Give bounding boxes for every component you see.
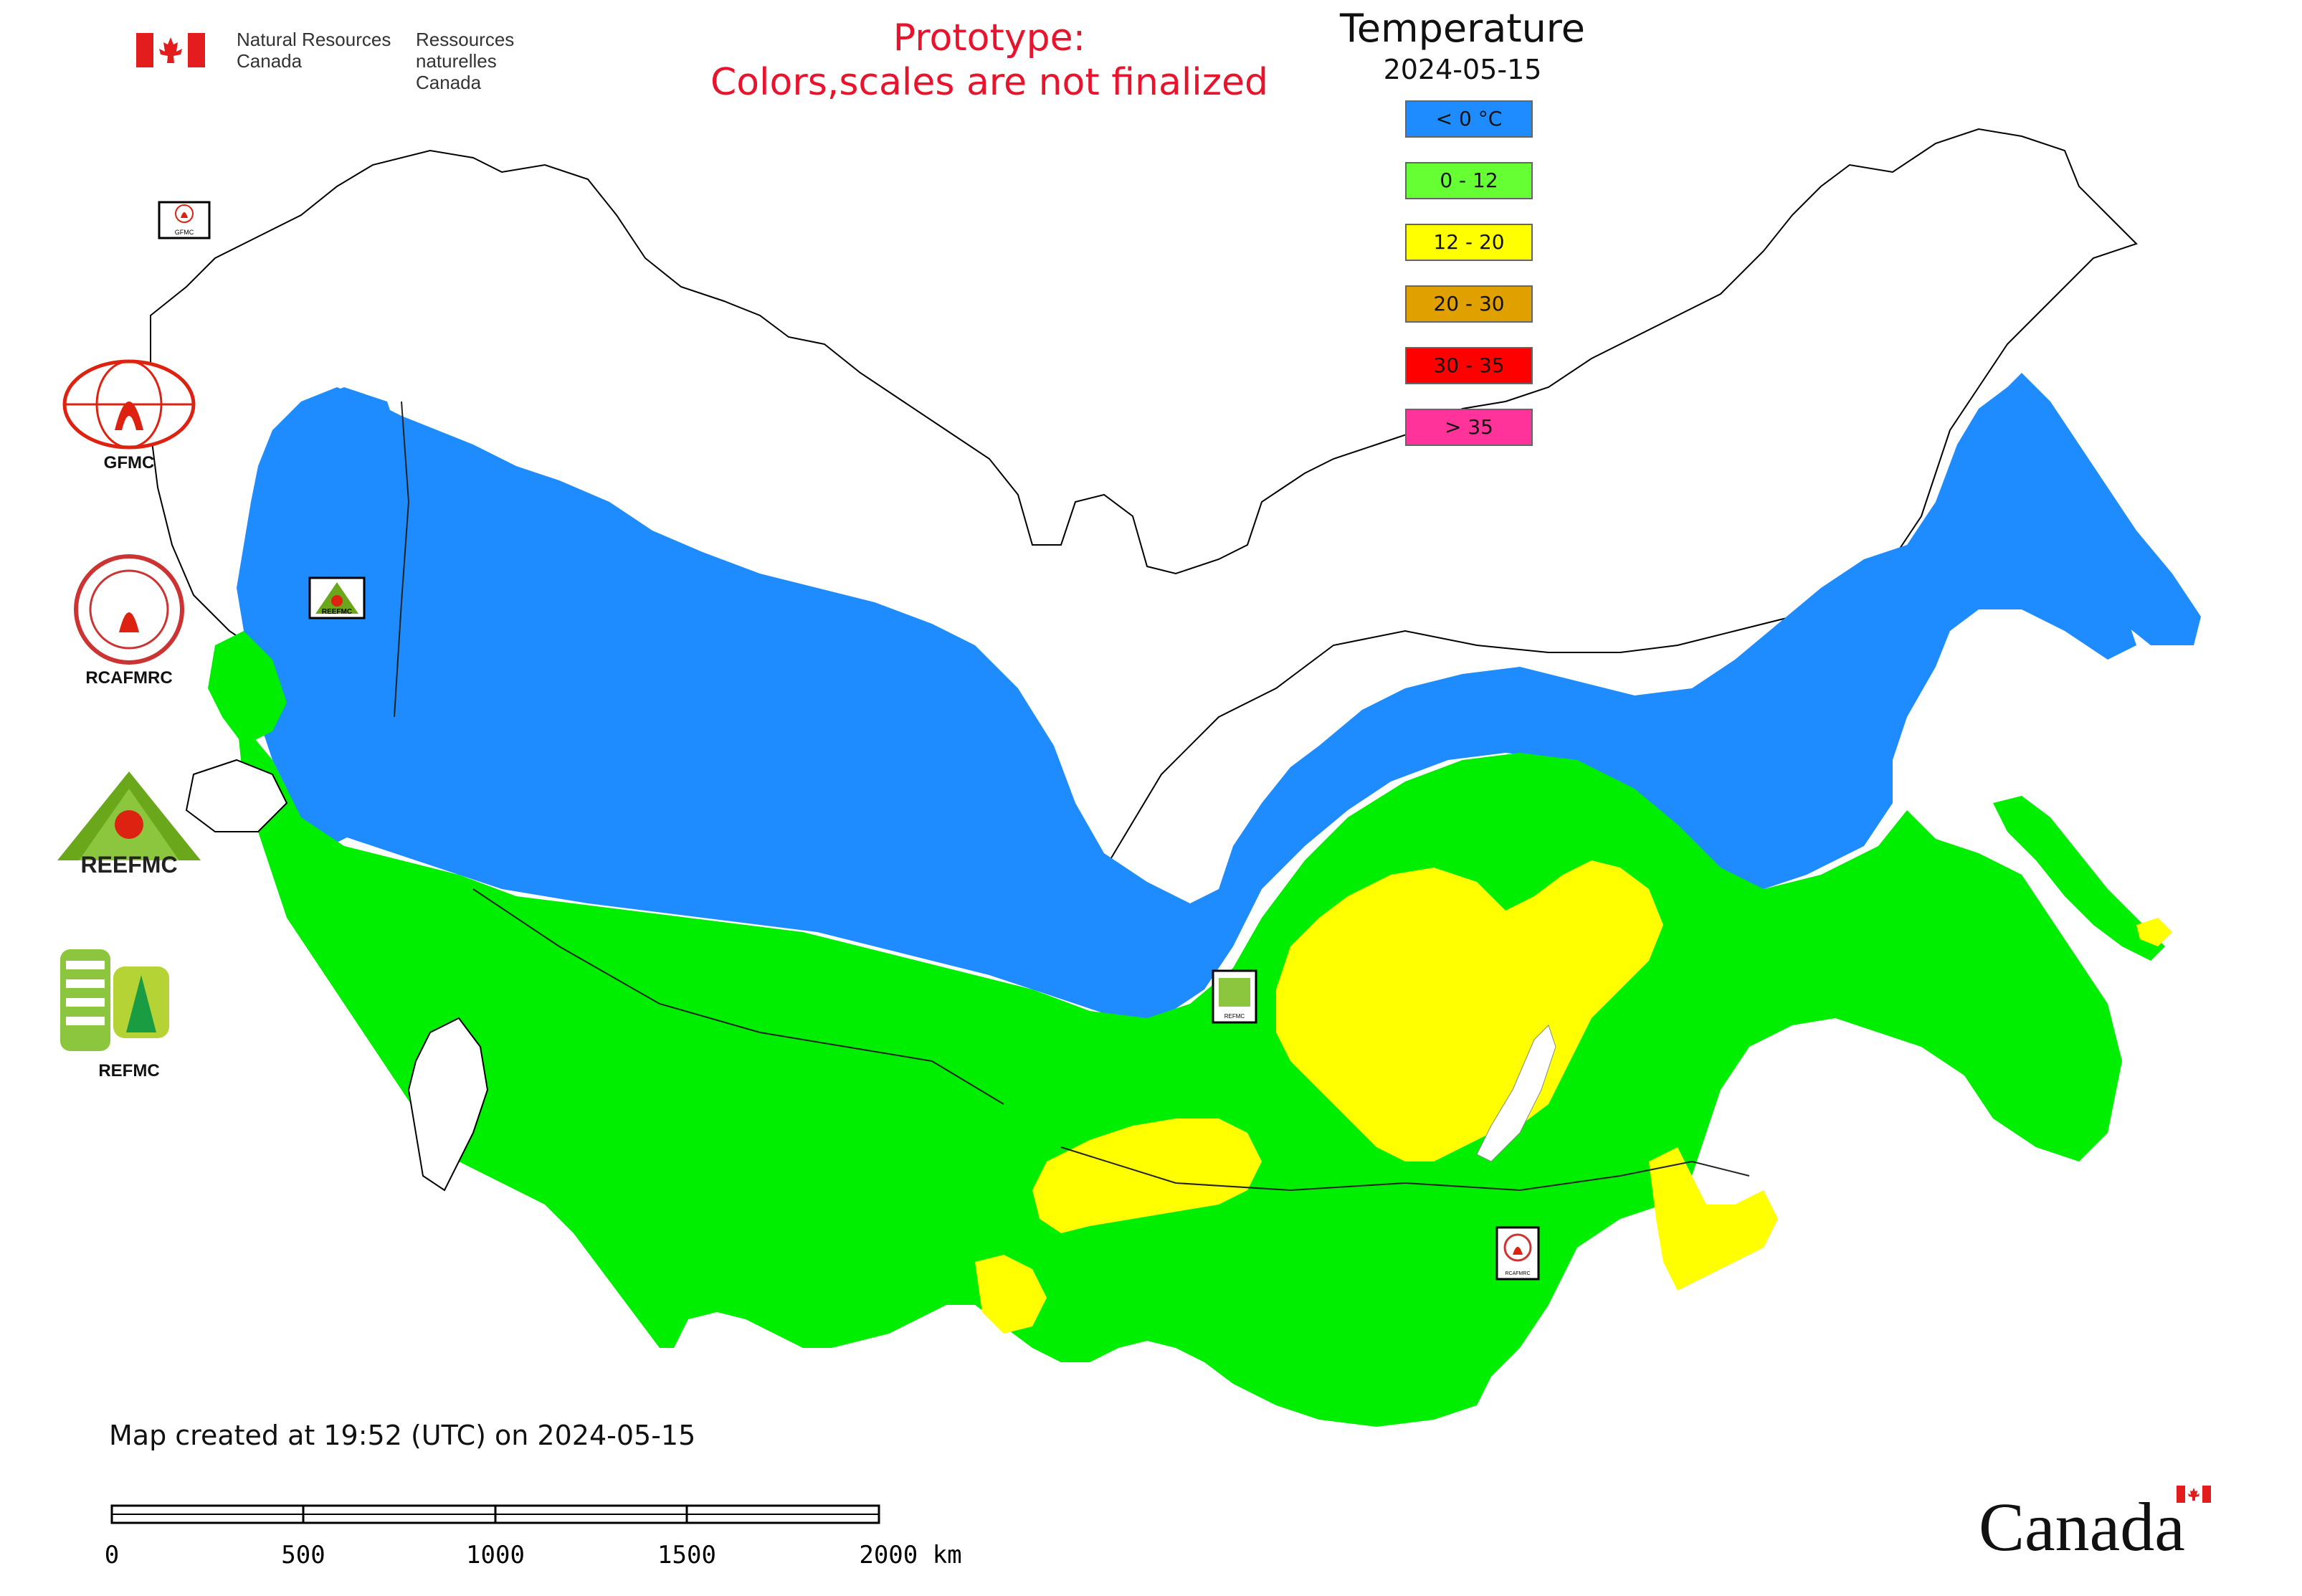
map-logo-rcafmrc: RCAFMRC (1495, 1226, 1540, 1281)
temp-zone-below-zero-kamchatka (1993, 373, 2201, 645)
black-sea (185, 759, 288, 832)
prototype-notice: Prototype: Colors,scales are not finaliz… (631, 16, 1348, 105)
gfmc-globe-icon (62, 359, 196, 450)
canada-flag-icon (136, 33, 205, 67)
legend-items: < 0 °C 0 - 12 12 - 20 20 - 30 30 - 35 > … (1305, 86, 1620, 446)
border-lines (394, 401, 1750, 1192)
map-logo-refmc: REFMC (1212, 969, 1257, 1024)
scale-bar: 0 500 1000 1500 2000 km (105, 1504, 962, 1569)
goc-en-line2: Canada (237, 50, 303, 72)
temp-zone-below-zero (237, 387, 2136, 1018)
prototype-notice-line2: Colors,scales are not finalized (710, 61, 1269, 104)
legend-title: Temperature (1339, 6, 1586, 51)
reefmc-label: REEFMC (80, 852, 178, 878)
map-logo-gfmc-label: GFMC (175, 229, 194, 236)
temp-zone-12-20-caspian (975, 1255, 1047, 1334)
rcafmrc-logo: RCAFMRC (36, 552, 222, 688)
temp-zone-12-20-east (1649, 1147, 1778, 1291)
goc-fr-line2: Canada (416, 72, 482, 93)
gfmc-label: GFMC (103, 453, 155, 472)
scale-tick-500: 500 (281, 1541, 325, 1569)
scale-tick-1000: 1000 (466, 1541, 525, 1569)
scale-tick-2000: 2000 km (859, 1541, 961, 1569)
rcafmrc-label: RCAFMRC (85, 668, 173, 688)
lake-baikal (1476, 1025, 1556, 1162)
goc-signature: Natural Resources Canada Ressources natu… (136, 27, 595, 93)
legend-item-30-35: 30 - 35 (1405, 347, 1533, 384)
map-logo-reefmc-label: REEFMC (322, 608, 352, 616)
prototype-notice-line1: Prototype: (893, 16, 1086, 60)
scale-tick-1500: 1500 (657, 1541, 716, 1569)
caspian-sea (407, 1017, 489, 1192)
legend-item-above-35: > 35 (1405, 409, 1533, 446)
map-logo-rcafmrc-label: RCAFMRC (1506, 1271, 1531, 1276)
goc-english-name: Natural Resources Canada (237, 29, 391, 72)
temp-zone-0-12-kamchatka (1993, 796, 2165, 961)
canada-wordmark: Canada (1979, 1477, 2222, 1570)
legend: Temperature 2024-05-15 < 0 °C 0 - 12 12 … (1305, 6, 1620, 446)
map-logo-reefmc: REEFMC (308, 576, 366, 619)
rcafmrc-emblem-icon (74, 554, 184, 665)
map-created-note: Map created at 19:52 (UTC) on 2024-05-15 (109, 1420, 696, 1451)
temp-zone-0-12-southwest (208, 631, 287, 746)
legend-item-below-zero: < 0 °C (1405, 100, 1533, 138)
reefmc-logo: REEFMC (36, 767, 222, 882)
legend-item-20-30: 20 - 30 (1405, 285, 1533, 323)
goc-french-name: Ressources naturelles Canada (416, 29, 595, 93)
scale-tick-0: 0 (105, 1541, 119, 1569)
reefmc-triangle-icon (57, 771, 201, 860)
temp-zone-12-20-sakhalin (2136, 918, 2172, 946)
refmc-logo: REFMC (36, 946, 222, 1090)
goc-en-line1: Natural Resources (237, 29, 391, 50)
legend-item-0-12: 0 - 12 (1405, 162, 1533, 199)
legend-item-12-20: 12 - 20 (1405, 224, 1533, 261)
temp-zone-12-20 (1276, 860, 1663, 1162)
canada-wordmark-text: Canada (1979, 1488, 2185, 1565)
map-logo-gfmc: GFMC (158, 201, 211, 239)
wordmark-flag-icon (2177, 1486, 2211, 1503)
temp-zone-12-20-south (1032, 1118, 1262, 1233)
map-logo-refmc-label: REFMC (1224, 1013, 1245, 1020)
goc-fr-line1: Ressources naturelles (416, 29, 515, 72)
gfmc-logo: GFMC (36, 358, 222, 473)
refmc-label: REFMC (98, 1061, 160, 1080)
refmc-emblem-icon (60, 949, 169, 1051)
legend-date: 2024-05-15 (1383, 54, 1542, 85)
